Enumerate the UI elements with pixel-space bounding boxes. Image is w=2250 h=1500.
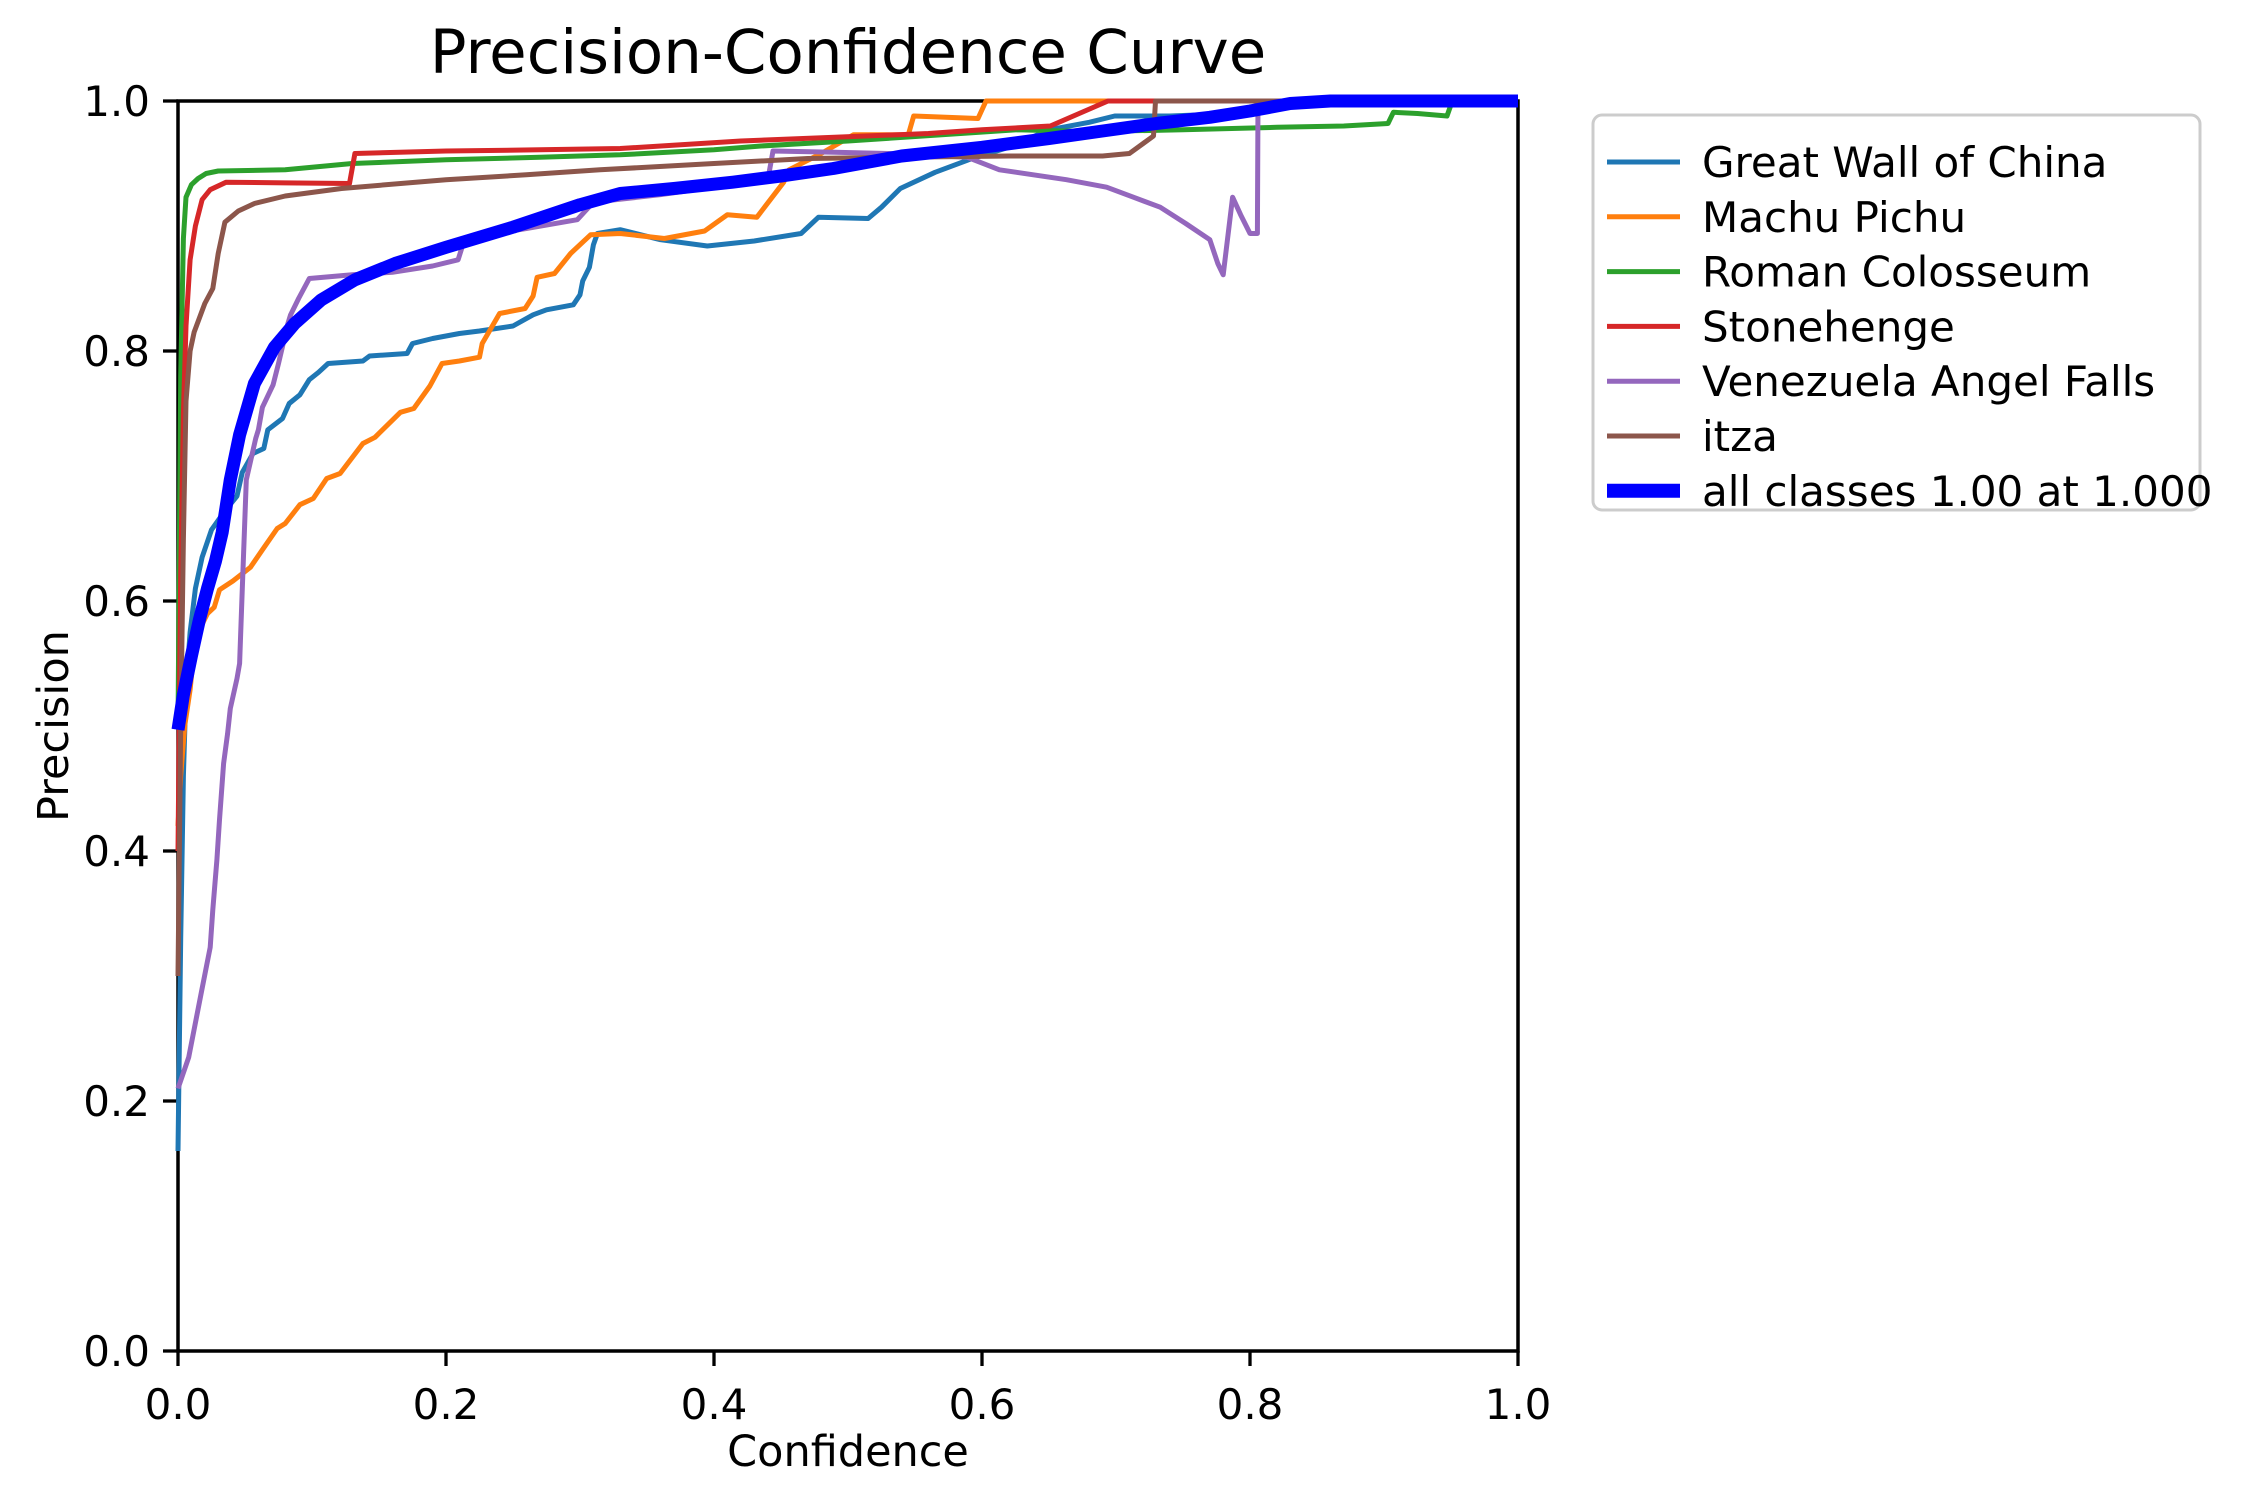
legend-box [1591, 113, 2202, 512]
series-line-itza [175, 98, 1518, 977]
legend-label-roman-colosseum: Roman Colosseum [1702, 248, 2091, 297]
y-tick-label: 0.0 [83, 1327, 150, 1376]
y-axis-ticks: 0.0 0.2 0.4 0.6 0.8 1.0 [83, 77, 178, 1376]
chart-title: Precision-Confidence Curve [430, 17, 1267, 88]
legend-row: Roman Colosseum [1607, 248, 2091, 297]
y-tick-label: 0.8 [83, 327, 150, 376]
y-tick-label: 0.4 [83, 827, 150, 876]
series-line-stonehenge [175, 98, 1518, 852]
series-line-great-wall-of-china [175, 98, 1518, 1152]
x-tick-label: 0.8 [1217, 1380, 1284, 1429]
legend-row: all classes 1.00 at 1.000 [1607, 467, 2212, 516]
legend-label-stonehenge: Stonehenge [1702, 302, 1955, 351]
y-tick-label: 0.6 [83, 577, 150, 626]
legend-row: Machu Pichu [1607, 193, 1966, 242]
series-lines [171, 94, 1518, 1152]
legend-label-machu-pichu: Machu Pichu [1702, 193, 1966, 242]
legend-row: itza [1607, 412, 1778, 461]
legend: Great Wall of China Machu Pichu Roman Colo… [1591, 113, 2212, 516]
legend-row: Venezuela Angel Falls [1607, 357, 2155, 406]
y-tick-label: 0.2 [83, 1077, 150, 1126]
x-tick-label: 1.0 [1485, 1380, 1552, 1429]
legend-row: Stonehenge [1607, 302, 1955, 351]
legend-label-all-classes: all classes 1.00 at 1.000 [1702, 467, 2212, 516]
legend-label-venezuela-angel-falls: Venezuela Angel Falls [1702, 357, 2155, 406]
legend-label-great-wall-of-china: Great Wall of China [1702, 138, 2107, 187]
y-axis-label: Precision [29, 630, 79, 822]
x-tick-label: 0.6 [949, 1380, 1016, 1429]
series-line-roman-colosseum [175, 98, 1518, 727]
legend-label-itza: itza [1702, 412, 1778, 461]
plot-border [176, 99, 1520, 1353]
series-line-all-classes [171, 94, 1518, 731]
x-tick-label: 0.2 [413, 1380, 480, 1429]
series-line-venezuela-angel-falls [175, 98, 1518, 1090]
x-axis-ticks: 0.0 0.2 0.4 0.6 0.8 1.0 [145, 1351, 1552, 1429]
x-tick-label: 0.4 [681, 1380, 748, 1429]
x-axis-label: Confidence [727, 1427, 969, 1477]
series-line-machu-pichu [175, 98, 1518, 827]
y-tick-label: 1.0 [83, 77, 150, 126]
x-tick-label: 0.0 [145, 1380, 212, 1429]
legend-row: Great Wall of China [1607, 138, 2107, 187]
